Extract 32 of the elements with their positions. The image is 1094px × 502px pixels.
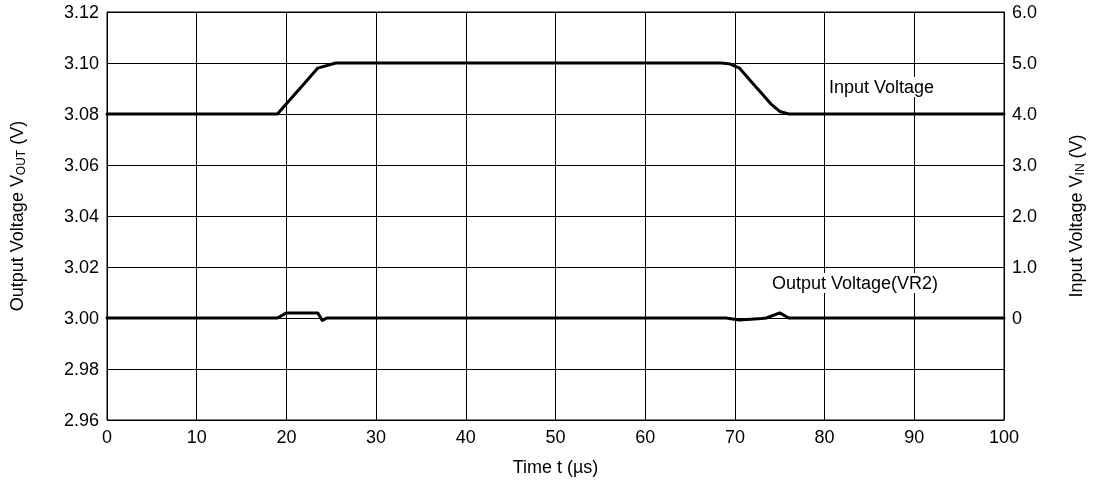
y-tick-label: 3.08: [63, 104, 99, 124]
x-tick-label: 20: [276, 427, 297, 447]
x-tick-label: 90: [904, 427, 925, 447]
y-tick-label: 3.04: [63, 206, 99, 226]
y2-axis-title: Input Voltage VIN (V): [1066, 134, 1087, 298]
y2-tick-label: 1.0: [1012, 257, 1038, 277]
y-tick-label: 3.12: [63, 2, 99, 22]
annotation: Output Voltage(VR2): [772, 273, 939, 293]
x-tick-label: 70: [724, 427, 745, 447]
y2-tick-label: 2.0: [1012, 206, 1038, 226]
x-tick-label: 100: [988, 427, 1020, 447]
x-tick-label: 30: [366, 427, 387, 447]
y-tick-label: 2.98: [63, 359, 99, 379]
y2-tick-label: 3.0: [1012, 155, 1038, 175]
x-tick-label: 80: [814, 427, 835, 447]
x-tick-label: 0: [101, 427, 113, 447]
x-tick-label: 40: [455, 427, 476, 447]
x-tick-label: 60: [635, 427, 656, 447]
y-axis-title: Output Voltage VOUT (V): [7, 120, 28, 312]
annotation: Input Voltage: [829, 77, 935, 97]
y2-tick-label: 0: [1012, 308, 1023, 328]
x-tick-label: 50: [545, 427, 566, 447]
y-tick-label: 3.10: [63, 53, 99, 73]
y2-tick-label: 6.0: [1012, 2, 1038, 22]
x-axis-title: Time t (µs): [512, 457, 599, 477]
y-tick-label: 3.02: [63, 257, 99, 277]
y2-tick-label: 5.0: [1012, 53, 1038, 73]
y-tick-label: 3.06: [63, 155, 99, 175]
y-tick-label: 2.96: [63, 410, 99, 430]
y2-tick-label: 4.0: [1012, 104, 1038, 124]
y-tick-label: 3.00: [63, 308, 99, 328]
x-tick-label: 10: [186, 427, 207, 447]
